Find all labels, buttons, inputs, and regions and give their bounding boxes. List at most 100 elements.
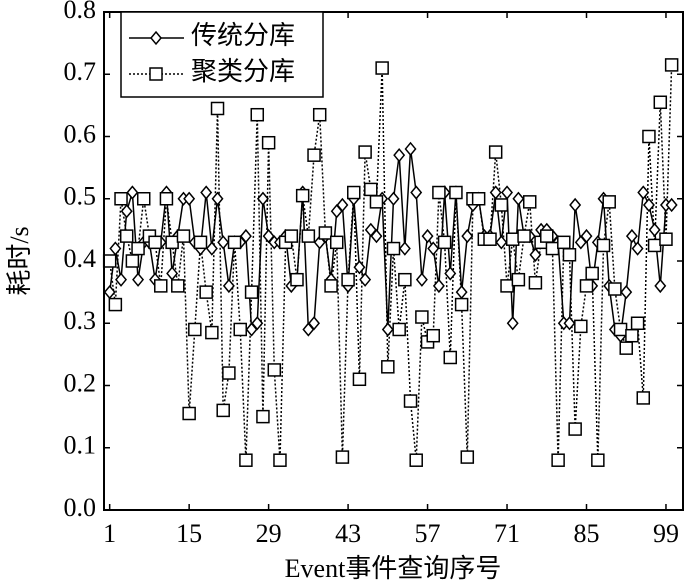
point (625, 228, 638, 244)
point (251, 316, 264, 331)
y-axis-label: 耗时/s (5, 226, 34, 295)
point (115, 272, 128, 287)
point (108, 297, 123, 312)
point (364, 182, 378, 197)
point (222, 278, 235, 294)
point (653, 95, 668, 110)
point (103, 284, 116, 300)
point (159, 192, 174, 206)
point (659, 232, 673, 246)
point (415, 272, 428, 287)
point (250, 107, 265, 122)
y-tick-label: 0.0 (64, 493, 97, 522)
point (647, 238, 662, 253)
point (557, 235, 571, 250)
point (387, 191, 400, 206)
point (217, 235, 230, 250)
point (347, 185, 361, 200)
point (308, 316, 321, 331)
point (352, 372, 367, 387)
point (353, 260, 366, 275)
point (619, 341, 633, 355)
point (415, 310, 429, 324)
x-tick-label: 15 (176, 519, 202, 548)
point (381, 360, 395, 374)
point (409, 453, 423, 467)
point (551, 453, 565, 467)
point (227, 235, 242, 250)
point (393, 148, 406, 163)
plot-frame (103, 11, 684, 511)
point (529, 247, 542, 262)
point (579, 279, 594, 293)
point (324, 279, 338, 293)
point (154, 279, 168, 293)
point (562, 248, 577, 262)
y-tick-label: 0.5 (64, 182, 97, 211)
point (148, 235, 162, 250)
point (596, 238, 611, 253)
point (569, 197, 582, 213)
point (120, 204, 133, 219)
point (568, 422, 582, 436)
point (256, 191, 269, 206)
point (381, 322, 394, 337)
point (512, 191, 525, 206)
point (131, 241, 145, 256)
point (125, 254, 140, 268)
point (444, 266, 457, 281)
point (580, 228, 593, 244)
point (205, 241, 218, 256)
point (426, 328, 440, 343)
point (295, 188, 310, 203)
point (522, 195, 537, 209)
point (273, 453, 287, 467)
point (318, 226, 333, 240)
point (432, 185, 446, 200)
point (505, 232, 520, 246)
point (642, 197, 655, 213)
point (114, 192, 128, 206)
point (471, 192, 486, 206)
point (437, 235, 452, 250)
series-line (108, 148, 672, 338)
point (284, 229, 299, 243)
point (585, 266, 599, 281)
point (216, 403, 230, 418)
point (239, 228, 252, 244)
point (404, 141, 417, 157)
point (443, 350, 458, 365)
point (210, 101, 225, 116)
point (460, 450, 475, 464)
point (182, 406, 196, 421)
point (222, 366, 236, 380)
point (211, 191, 224, 206)
x-tick-label: 71 (494, 519, 520, 548)
point (488, 145, 503, 159)
point (290, 272, 304, 287)
point (563, 316, 576, 331)
point (511, 272, 526, 287)
point (517, 229, 531, 243)
point (358, 145, 372, 159)
point (398, 241, 411, 256)
point (461, 228, 474, 244)
point (449, 185, 463, 200)
point (410, 185, 423, 200)
point (359, 272, 372, 287)
point (625, 328, 639, 343)
point (183, 191, 196, 206)
point (608, 282, 622, 296)
point (427, 241, 440, 256)
point (506, 316, 519, 331)
point (329, 235, 344, 250)
point (386, 241, 401, 256)
point (455, 284, 468, 300)
point (545, 241, 560, 256)
point (620, 284, 633, 300)
legend-label: 聚类分库 (191, 57, 295, 86)
point (312, 107, 327, 122)
point (369, 195, 384, 209)
legend-marker (149, 67, 163, 81)
point (335, 450, 350, 464)
